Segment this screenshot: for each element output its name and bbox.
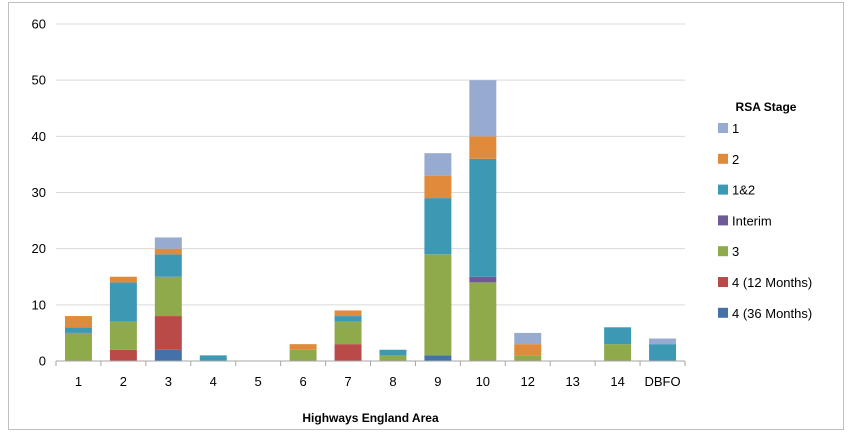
bar-segment — [649, 344, 677, 361]
bar-segment — [469, 136, 497, 159]
legend-label: Interim — [732, 213, 772, 228]
legend-label: 4 (12 Months) — [732, 275, 812, 290]
bar-segment — [289, 349, 317, 361]
bar-segment — [334, 321, 362, 345]
legend-swatch — [718, 215, 728, 226]
y-tick-label: 10 — [32, 297, 46, 312]
x-tick-label: 12 — [521, 374, 535, 389]
legend-title: RSA Stage — [736, 100, 797, 114]
x-tick-label: 2 — [120, 374, 127, 389]
legend-label: 3 — [732, 244, 739, 259]
legend-swatch — [718, 184, 728, 195]
y-axis-ticks: 0 10 20 30 40 50 60 — [32, 17, 46, 369]
y-tick-label: 60 — [32, 17, 46, 32]
bar-segment — [469, 276, 497, 283]
legend-swatch — [718, 153, 728, 164]
bar-segment — [424, 254, 452, 356]
bar-segment — [604, 344, 632, 361]
bar-segment — [514, 332, 542, 345]
bar-segment — [199, 355, 227, 361]
bar-segment — [604, 327, 632, 345]
legend-swatch — [718, 307, 728, 318]
bar-segment — [154, 237, 182, 249]
bar-segment — [469, 158, 497, 277]
gridlines — [56, 23, 685, 306]
legend-label: 1&2 — [732, 183, 755, 198]
y-tick-label: 20 — [32, 241, 46, 256]
bar-segment — [64, 327, 92, 333]
bar-segment — [64, 316, 92, 328]
bar-segment — [379, 349, 407, 356]
y-tick-label: 0 — [39, 354, 46, 369]
bar-segment — [109, 276, 137, 283]
x-tick-label: 4 — [210, 374, 217, 389]
x-tick-label: 10 — [476, 374, 490, 389]
legend-swatch — [718, 246, 728, 257]
y-tick-label: 40 — [32, 129, 46, 144]
bar-segment — [379, 355, 407, 361]
bar-segment — [424, 355, 452, 361]
bar-segment — [334, 310, 362, 317]
bar-segment — [154, 276, 182, 317]
x-tick-label: 5 — [255, 374, 262, 389]
y-tick-label: 50 — [32, 73, 46, 88]
bar-segment — [514, 355, 542, 361]
x-tick-label: 7 — [344, 374, 351, 389]
x-tick-label: 3 — [165, 374, 172, 389]
x-tick-label: 13 — [565, 374, 579, 389]
bar-segment — [109, 321, 137, 350]
bar-segment — [154, 248, 182, 255]
bar-segment — [154, 316, 182, 350]
x-tick-label: 1 — [75, 374, 82, 389]
x-tick-label: 8 — [389, 374, 396, 389]
legend-label: 2 — [732, 152, 739, 167]
x-tick-label: 14 — [610, 374, 624, 389]
bar-segment — [64, 332, 92, 361]
x-axis-title: Highways England Area — [302, 411, 439, 425]
y-tick-label: 30 — [32, 185, 46, 200]
x-tick-label: 9 — [434, 374, 441, 389]
bar-segment — [334, 316, 362, 322]
x-tick-label: 6 — [299, 374, 306, 389]
bar-segment — [289, 344, 317, 350]
bar-segment — [424, 198, 452, 255]
legend-swatch — [718, 277, 728, 287]
legend-swatch — [718, 123, 728, 133]
bar-segment — [469, 282, 497, 361]
bar-segment — [109, 282, 137, 322]
bar-segment — [514, 344, 542, 356]
x-tick-label: DBFO — [644, 374, 680, 389]
bar-segment — [334, 344, 362, 361]
legend-label: 4 (36 Months) — [732, 306, 812, 321]
bar-segment — [469, 80, 497, 137]
bar-segment — [154, 254, 182, 277]
bar-segment — [109, 349, 137, 361]
bar-segment — [424, 153, 452, 176]
bar-segment — [424, 175, 452, 199]
bars — [64, 80, 677, 361]
bar-segment — [154, 349, 182, 361]
legend-label: 1 — [732, 121, 739, 136]
bar-segment — [649, 338, 677, 345]
x-axis-ticks: 1 2 3 4 5 6 7 8 9 10 12 13 14 DBFO — [55, 361, 686, 389]
legend: 1 2 1&2 Interim 3 4 (12 Months) 4 (36 Months) — [718, 121, 812, 321]
